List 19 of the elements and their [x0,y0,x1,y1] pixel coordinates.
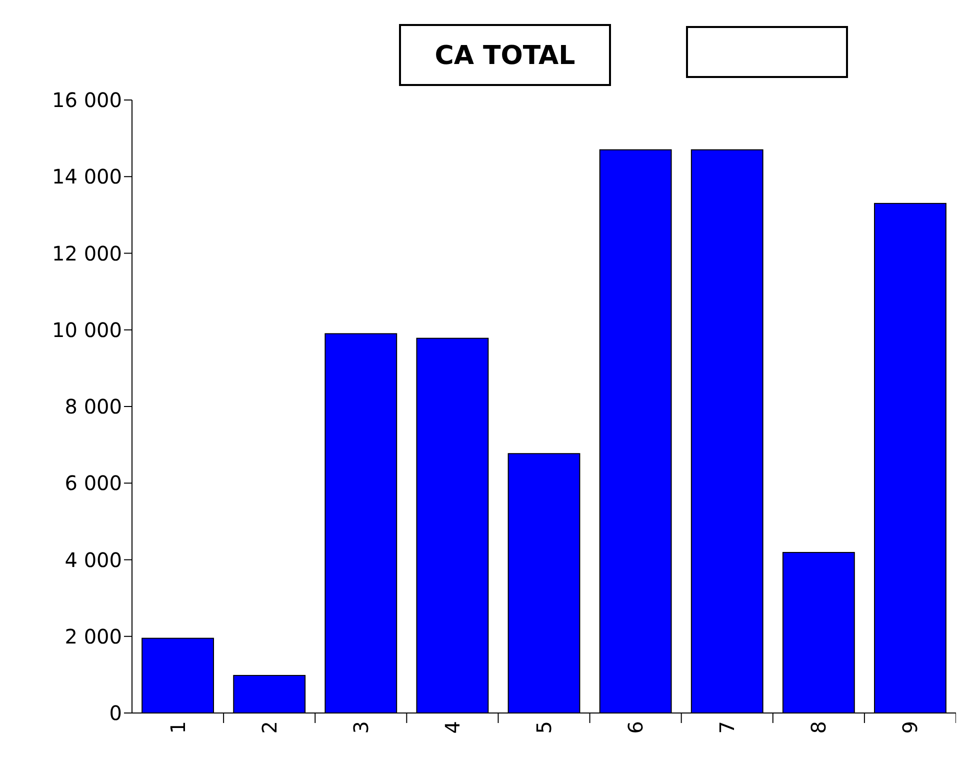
x-tick-label: 1 [166,721,190,734]
x-tick-label: 8 [806,721,831,734]
y-tick-label: 12 000 [52,241,122,266]
y-tick-label: 0 [109,701,122,725]
y-tick-label: 16 000 [52,88,122,112]
y-tick-label: 8 000 [64,394,122,418]
x-tick-label: 6 [624,721,648,734]
x-tick-label: 9 [898,721,922,734]
x-tick-label: 3 [348,721,373,734]
x-tick-label: 5 [532,721,556,734]
y-tick-label: 10 000 [52,318,122,342]
chart-title: CA TOTAL [434,41,576,71]
y-tick-label: 14 000 [52,164,122,189]
x-tick-label: 4 [440,721,464,734]
y-tick-label: 4 000 [64,548,122,572]
x-tick-label: 7 [715,721,740,734]
y-tick-label: 6 000 [64,471,122,496]
y-tick-label: 2 000 [64,624,122,648]
x-tick-label: 2 [257,721,282,734]
